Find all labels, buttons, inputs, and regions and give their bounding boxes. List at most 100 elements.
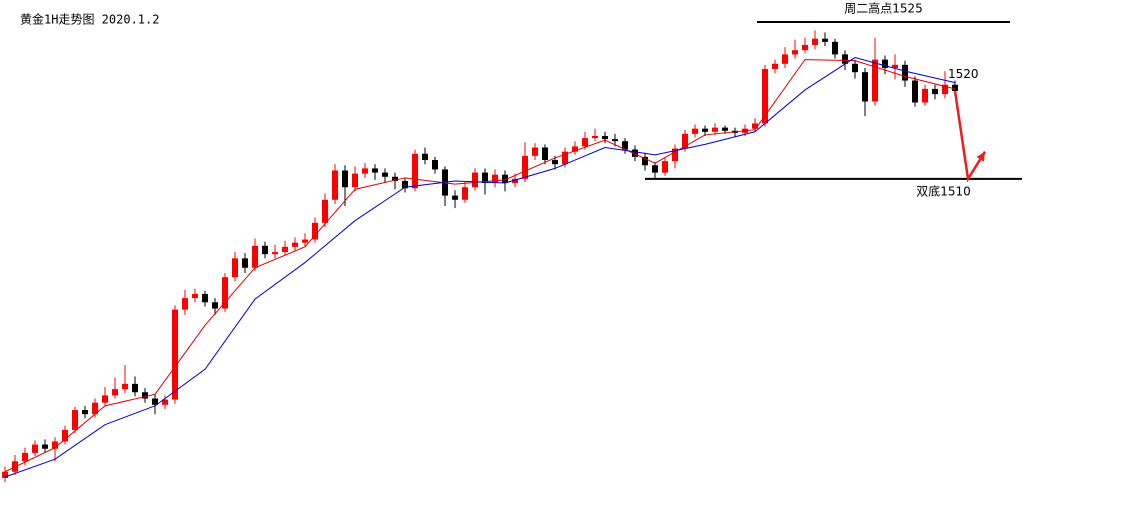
candle-body [922,88,928,103]
candle-body [632,149,638,157]
candle-body [952,84,958,92]
candle-body [482,172,488,184]
candle-body [912,80,918,103]
candle-body [332,170,338,200]
candle-body [112,389,118,396]
candle-body [572,146,578,152]
candle-body [72,410,78,430]
candle-body [622,141,628,150]
candle-body [272,252,278,255]
candle-body [782,54,788,64]
candle-body [582,138,588,147]
candle-body [162,399,168,405]
candle-body [302,239,308,243]
candle-body [362,168,368,174]
candle-body [842,54,848,64]
level-label: 1520 [948,67,979,81]
candle-body [222,277,228,309]
candle-body [792,50,798,55]
candle-body [802,44,808,51]
moving-average [4,59,956,473]
candle-body [392,176,398,181]
candle-body [712,127,718,132]
candle-body [52,441,58,449]
candle-body [672,148,678,162]
candle-body [322,199,328,223]
candle-body [2,471,8,479]
candle-body [532,147,538,156]
candle-body [612,139,618,142]
candle-body [602,135,608,140]
candle-body [282,246,288,253]
candle-body [552,160,558,165]
candle-body [752,123,758,129]
candle-body [412,153,418,189]
candle-body [292,242,298,247]
candle-body [942,84,948,95]
chart-title: 黄金1H走势图 2020.1.2 [20,12,159,27]
moving-average [4,56,956,478]
candle-body [592,135,598,139]
candle-body [352,173,358,188]
candle-body [382,172,388,177]
candle-body [422,153,428,161]
candle-body [822,38,828,42]
candle-body [92,402,98,415]
candle-body [642,156,648,166]
candle-body [812,38,818,45]
candle-body [342,170,348,188]
candle-body [212,302,218,309]
candle-body [472,172,478,188]
candle-body [122,383,128,390]
candle-body [82,410,88,415]
candle-body [872,59,878,102]
candle-body [372,168,378,173]
candle-body [702,128,708,132]
candle-body [192,293,198,299]
candle-body [502,174,508,184]
candle-body [102,395,108,403]
arrow-head [976,151,985,162]
candle-body [32,444,38,453]
candle-body [892,64,898,68]
candle-body [522,155,528,179]
candle-body [932,88,938,95]
level-label: 周二高点1525 [844,0,923,15]
candle-body [262,245,268,255]
candle-body [142,392,148,399]
level-label: 双底1510 [916,183,971,198]
candle-body [852,63,858,73]
candle-body [512,178,518,184]
candle-body [862,72,868,102]
candle-body [402,180,408,189]
candle-body [432,160,438,170]
candle-body [562,151,568,165]
candle-body [542,147,548,161]
candle-body [462,187,468,200]
candle-body [252,245,258,268]
candle-body [722,127,728,131]
candle-body [452,195,458,200]
candle-body [62,429,68,442]
candle-body [772,63,778,70]
candle-body [882,59,888,68]
candle-body [492,174,498,184]
candle-body [902,64,908,81]
candle-body [832,41,838,55]
forecast-arrow [953,90,987,183]
candle-body [172,309,178,400]
candle-body [692,128,698,134]
candle-body [762,69,768,124]
candle-body [312,222,318,240]
candle-body [652,165,658,173]
candle-body [202,293,208,303]
candle-body [42,444,48,449]
candle-body [682,133,688,149]
candle-body [232,258,238,278]
candle-body [132,383,138,393]
candle-body [22,452,28,462]
candle-body [662,161,668,173]
candle-body [242,258,248,268]
candle-body [182,298,188,310]
